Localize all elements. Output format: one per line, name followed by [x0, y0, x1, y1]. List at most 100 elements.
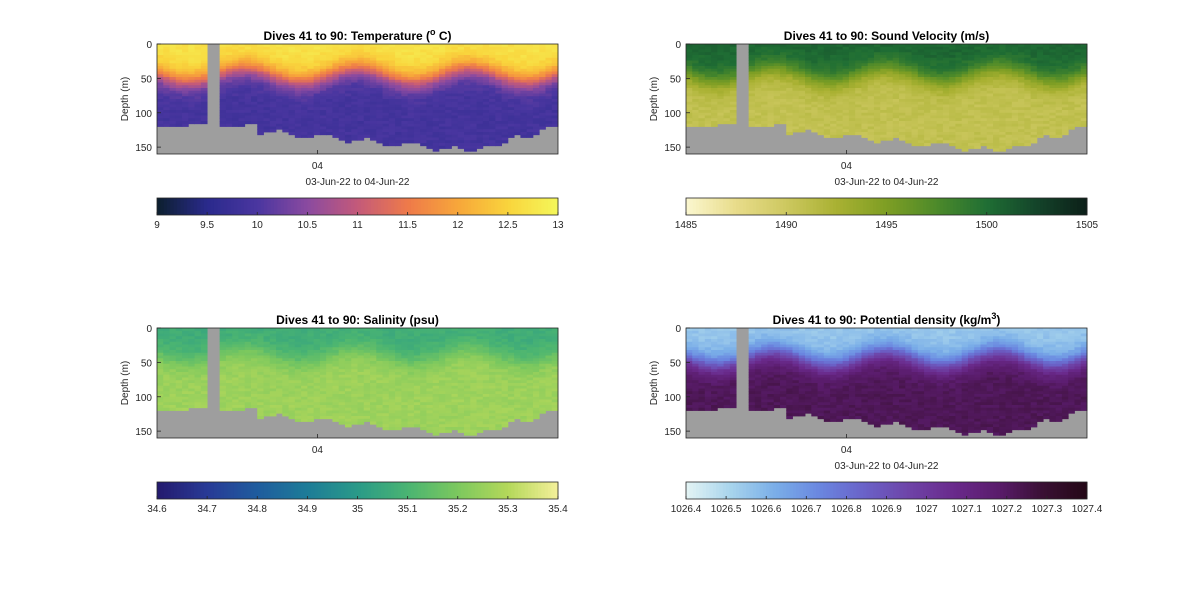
- colorbar-segment: [719, 198, 723, 215]
- heatmap-cell: [401, 99, 408, 102]
- heatmap-cell: [176, 121, 183, 124]
- heatmap-cell: [426, 146, 433, 149]
- heatmap-cell: [930, 63, 937, 66]
- colorbar-segment: [893, 198, 897, 215]
- heatmap-cell: [245, 372, 252, 375]
- heatmap-cell: [905, 140, 912, 143]
- heatmap-cell: [264, 118, 271, 121]
- heatmap-cell: [389, 143, 396, 146]
- heatmap-cell: [533, 63, 540, 66]
- heatmap-cell: [307, 55, 314, 58]
- heatmap-cell: [1062, 94, 1069, 97]
- heatmap-cell: [949, 121, 956, 124]
- heatmap-cell: [314, 58, 321, 61]
- heatmap-cell: [1056, 99, 1063, 102]
- heatmap-cell: [1056, 77, 1063, 80]
- heatmap-cell: [533, 129, 540, 132]
- heatmap-cell: [799, 77, 806, 80]
- heatmap-cell: [301, 85, 308, 88]
- heatmap-cell: [433, 138, 440, 141]
- heatmap-cell: [514, 124, 521, 127]
- heatmap-cell: [974, 66, 981, 69]
- heatmap-cell: [717, 44, 724, 47]
- heatmap-cell: [1081, 121, 1088, 124]
- heatmap-cell: [755, 52, 762, 55]
- heatmap-cell: [345, 52, 352, 55]
- heatmap-cell: [251, 88, 258, 91]
- heatmap-cell: [955, 94, 962, 97]
- heatmap-cell: [999, 129, 1006, 132]
- heatmap-cell: [414, 50, 421, 53]
- heatmap-cell: [755, 58, 762, 61]
- heatmap-cell: [464, 77, 471, 80]
- heatmap-cell: [414, 102, 421, 105]
- heatmap-cell: [358, 102, 365, 105]
- heatmap-cell: [232, 55, 239, 58]
- heatmap-cell: [999, 107, 1006, 110]
- heatmap-cell: [470, 52, 477, 55]
- heatmap-cell: [439, 113, 446, 116]
- heatmap-cell: [905, 121, 912, 124]
- heatmap-cell: [464, 66, 471, 69]
- colorbar-segment: [167, 198, 171, 215]
- heatmap-cell: [1068, 69, 1075, 72]
- heatmap-cell: [1081, 72, 1088, 75]
- heatmap-cell: [855, 50, 862, 53]
- heatmap-cell: [395, 58, 402, 61]
- heatmap-cell: [414, 113, 421, 116]
- heatmap-cell: [699, 113, 706, 116]
- heatmap-cell: [899, 52, 906, 55]
- heatmap-cell: [376, 132, 383, 135]
- heatmap-cell: [686, 74, 693, 77]
- heatmap-cell: [527, 50, 534, 53]
- heatmap-cell: [793, 80, 800, 83]
- y-tick-label: 150: [664, 143, 681, 154]
- colorbar-segment: [816, 198, 820, 215]
- heatmap-cell: [1012, 58, 1019, 61]
- heatmap-cell: [220, 58, 227, 61]
- heatmap-cell: [893, 80, 900, 83]
- heatmap-cell: [188, 69, 195, 72]
- heatmap-cell: [1012, 105, 1019, 108]
- heatmap-cell: [749, 61, 756, 64]
- heatmap-cell: [238, 124, 245, 127]
- heatmap-cell: [251, 383, 258, 386]
- heatmap-cell: [980, 124, 987, 127]
- heatmap-cell: [711, 124, 718, 127]
- heatmap-cell: [774, 94, 781, 97]
- heatmap-cell: [226, 389, 233, 392]
- heatmap-cell: [176, 80, 183, 83]
- heatmap-cell: [1043, 107, 1050, 110]
- heatmap-cell: [755, 69, 762, 72]
- heatmap-cell: [692, 69, 699, 72]
- heatmap-cell: [245, 397, 252, 400]
- heatmap-cell: [433, 69, 440, 72]
- heatmap-cell: [232, 44, 239, 47]
- heatmap-cell: [1062, 113, 1069, 116]
- heatmap-cell: [383, 135, 390, 138]
- heatmap-cell: [1018, 72, 1025, 75]
- heatmap-cell: [201, 361, 208, 364]
- heatmap-cell: [1068, 58, 1075, 61]
- heatmap-cell: [508, 107, 515, 110]
- heatmap-cell: [1049, 105, 1056, 108]
- heatmap-cell: [245, 380, 252, 383]
- heatmap-cell: [433, 77, 440, 80]
- heatmap-cell: [301, 105, 308, 108]
- heatmap-cell: [245, 342, 252, 345]
- heatmap-cell: [887, 74, 894, 77]
- heatmap-cell: [793, 72, 800, 75]
- heatmap-cell: [1031, 121, 1038, 124]
- heatmap-cell: [195, 52, 202, 55]
- heatmap-cell: [824, 91, 831, 94]
- colorbar-segment: [428, 198, 432, 215]
- heatmap-cell: [195, 405, 202, 408]
- heatmap-cell: [924, 80, 931, 83]
- heatmap-cell: [251, 350, 258, 353]
- heatmap-cell: [943, 50, 950, 53]
- colorbar-segment: [220, 198, 224, 215]
- heatmap-cell: [295, 63, 302, 66]
- heatmap-cell: [420, 140, 427, 143]
- heatmap-cell: [761, 96, 768, 99]
- heatmap-cell: [251, 336, 258, 339]
